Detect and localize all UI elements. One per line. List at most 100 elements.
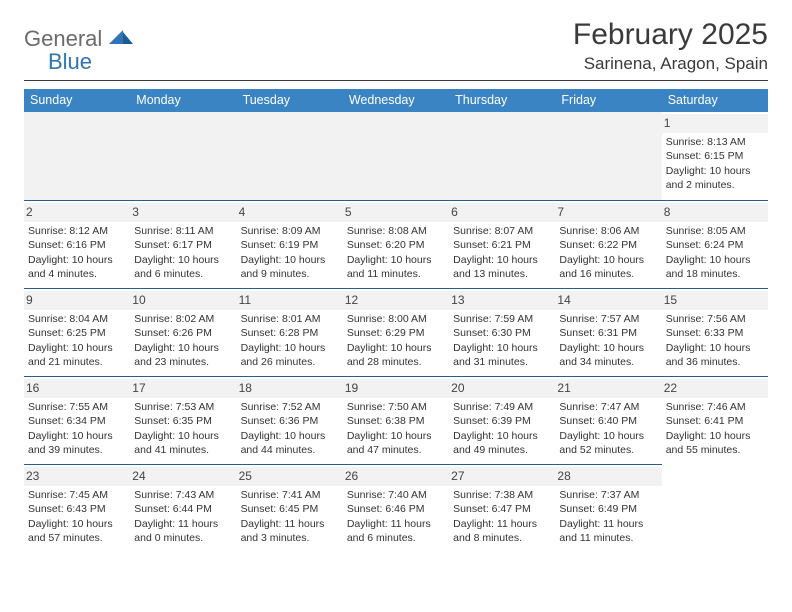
empty-cell xyxy=(130,112,236,200)
sunset-line: Sunset: 6:36 PM xyxy=(241,414,339,428)
day-cell: 14 Sunrise: 7:57 AMSunset: 6:31 PMDayligh… xyxy=(555,288,661,376)
day-cell: 11Sunrise: 8:01 AMSunset: 6:28 PMDayligh… xyxy=(237,288,343,376)
day-number: 10 xyxy=(130,291,236,310)
empty-cell xyxy=(343,112,449,200)
weekday-wednesday: Wednesday xyxy=(343,89,449,112)
day-number: 23 xyxy=(24,467,130,486)
sunrise-line: Sunrise: 7:57 AM xyxy=(559,312,657,326)
sunrise-line: Sunrise: 8:05 AM xyxy=(666,224,764,238)
day-number: 25 xyxy=(237,467,343,486)
sunrise-line: Sunrise: 8:09 AM xyxy=(241,224,339,238)
sunset-line: Sunset: 6:17 PM xyxy=(134,238,232,252)
sunset-line: Sunset: 6:41 PM xyxy=(666,414,764,428)
calendar-page: General Blue February 2025 Sarinena, Ara… xyxy=(0,0,792,552)
day-number: 14 xyxy=(555,291,661,310)
daylight-line-1: Daylight: 10 hours xyxy=(559,341,657,355)
daylight-line-1: Daylight: 10 hours xyxy=(134,253,232,267)
day-number: 3 xyxy=(130,203,236,222)
daylight-line-1: Daylight: 10 hours xyxy=(241,253,339,267)
sunrise-line: Sunrise: 7:50 AM xyxy=(347,400,445,414)
day-cell: 8Sunrise: 8:05 AMSunset: 6:24 PMDaylight… xyxy=(662,200,768,288)
sunset-line: Sunset: 6:31 PM xyxy=(559,326,657,340)
weekday-sunday: Sunday xyxy=(24,89,130,112)
title-block: February 2025 Sarinena, Aragon, Spain xyxy=(573,18,768,74)
daylight-line-2: and 26 minutes. xyxy=(241,355,339,369)
day-cell: 10Sunrise: 8:02 AMSunset: 6:26 PMDayligh… xyxy=(130,288,236,376)
daylight-line-2: and 49 minutes. xyxy=(453,443,551,457)
daylight-line-1: Daylight: 10 hours xyxy=(134,429,232,443)
sunrise-line: Sunrise: 7:41 AM xyxy=(241,488,339,502)
sunset-line: Sunset: 6:21 PM xyxy=(453,238,551,252)
day-number: 19 xyxy=(343,379,449,398)
day-number: 1 xyxy=(662,114,768,133)
day-number: 4 xyxy=(237,203,343,222)
sunrise-line: Sunrise: 7:40 AM xyxy=(347,488,445,502)
location: Sarinena, Aragon, Spain xyxy=(573,54,768,74)
weekday-header-row: Sunday Monday Tuesday Wednesday Thursday… xyxy=(24,89,768,112)
day-cell: 19Sunrise: 7:50 AMSunset: 6:38 PMDayligh… xyxy=(343,376,449,464)
sunrise-line: Sunrise: 7:45 AM xyxy=(28,488,126,502)
empty-cell xyxy=(449,112,555,200)
day-cell: 27Sunrise: 7:38 AMSunset: 6:47 PMDayligh… xyxy=(449,464,555,552)
daylight-line-2: and 9 minutes. xyxy=(241,267,339,281)
sunrise-line: Sunrise: 7:37 AM xyxy=(559,488,657,502)
day-cell: 16Sunrise: 7:55 AMSunset: 6:34 PMDayligh… xyxy=(24,376,130,464)
day-number: 16 xyxy=(24,379,130,398)
header: General Blue February 2025 Sarinena, Ara… xyxy=(24,18,768,74)
weekday-friday: Friday xyxy=(555,89,661,112)
sunset-line: Sunset: 6:34 PM xyxy=(28,414,126,428)
sunrise-line: Sunrise: 8:00 AM xyxy=(347,312,445,326)
daylight-line-2: and 18 minutes. xyxy=(666,267,764,281)
day-number: 17 xyxy=(130,379,236,398)
day-number: 21 xyxy=(555,379,661,398)
daylight-line-2: and 2 minutes. xyxy=(666,178,764,192)
empty-cell xyxy=(555,112,661,200)
sunset-line: Sunset: 6:30 PM xyxy=(453,326,551,340)
sunrise-line: Sunrise: 7:38 AM xyxy=(453,488,551,502)
daylight-line-1: Daylight: 10 hours xyxy=(453,429,551,443)
day-number: 18 xyxy=(237,379,343,398)
sunset-line: Sunset: 6:24 PM xyxy=(666,238,764,252)
daylight-line-1: Daylight: 10 hours xyxy=(28,429,126,443)
logo-triangle-icon xyxy=(109,26,133,46)
daylight-line-2: and 31 minutes. xyxy=(453,355,551,369)
sunset-line: Sunset: 6:16 PM xyxy=(28,238,126,252)
sunrise-line: Sunrise: 8:04 AM xyxy=(28,312,126,326)
daylight-line-1: Daylight: 11 hours xyxy=(241,517,339,531)
daylight-line-1: Daylight: 10 hours xyxy=(666,429,764,443)
logo-word-blue: Blue xyxy=(24,49,92,74)
sunset-line: Sunset: 6:19 PM xyxy=(241,238,339,252)
sunrise-line: Sunrise: 8:06 AM xyxy=(559,224,657,238)
daylight-line-1: Daylight: 11 hours xyxy=(134,517,232,531)
day-cell: 25Sunrise: 7:41 AMSunset: 6:45 PMDayligh… xyxy=(237,464,343,552)
day-number: 7 xyxy=(555,203,661,222)
day-cell: 5Sunrise: 8:08 AMSunset: 6:20 PMDaylight… xyxy=(343,200,449,288)
day-number: 5 xyxy=(343,203,449,222)
daylight-line-2: and 4 minutes. xyxy=(28,267,126,281)
day-cell: 23Sunrise: 7:45 AMSunset: 6:43 PMDayligh… xyxy=(24,464,130,552)
day-number: 27 xyxy=(449,467,555,486)
weekday-tuesday: Tuesday xyxy=(237,89,343,112)
daylight-line-2: and 34 minutes. xyxy=(559,355,657,369)
sunrise-line: Sunrise: 7:46 AM xyxy=(666,400,764,414)
daylight-line-1: Daylight: 10 hours xyxy=(28,341,126,355)
sunset-line: Sunset: 6:25 PM xyxy=(28,326,126,340)
sunset-line: Sunset: 6:40 PM xyxy=(559,414,657,428)
day-cell: 4 Sunrise: 8:09 AMSunset: 6:19 PMDaylight… xyxy=(237,200,343,288)
sunrise-line: Sunrise: 7:43 AM xyxy=(134,488,232,502)
sunrise-line: Sunrise: 7:52 AM xyxy=(241,400,339,414)
day-cell: 28Sunrise: 7:37 AMSunset: 6:49 PMDayligh… xyxy=(555,464,661,552)
daylight-line-1: Daylight: 10 hours xyxy=(666,164,764,178)
day-number: 22 xyxy=(662,379,768,398)
daylight-line-1: Daylight: 10 hours xyxy=(241,429,339,443)
daylight-line-1: Daylight: 10 hours xyxy=(347,341,445,355)
sunrise-line: Sunrise: 7:56 AM xyxy=(666,312,764,326)
weekday-thursday: Thursday xyxy=(449,89,555,112)
day-number: 9 xyxy=(24,291,130,310)
sunset-line: Sunset: 6:33 PM xyxy=(666,326,764,340)
sunset-line: Sunset: 6:22 PM xyxy=(559,238,657,252)
daylight-line-1: Daylight: 10 hours xyxy=(666,341,764,355)
daylight-line-1: Daylight: 10 hours xyxy=(28,253,126,267)
daylight-line-1: Daylight: 11 hours xyxy=(453,517,551,531)
sunrise-line: Sunrise: 8:11 AM xyxy=(134,224,232,238)
